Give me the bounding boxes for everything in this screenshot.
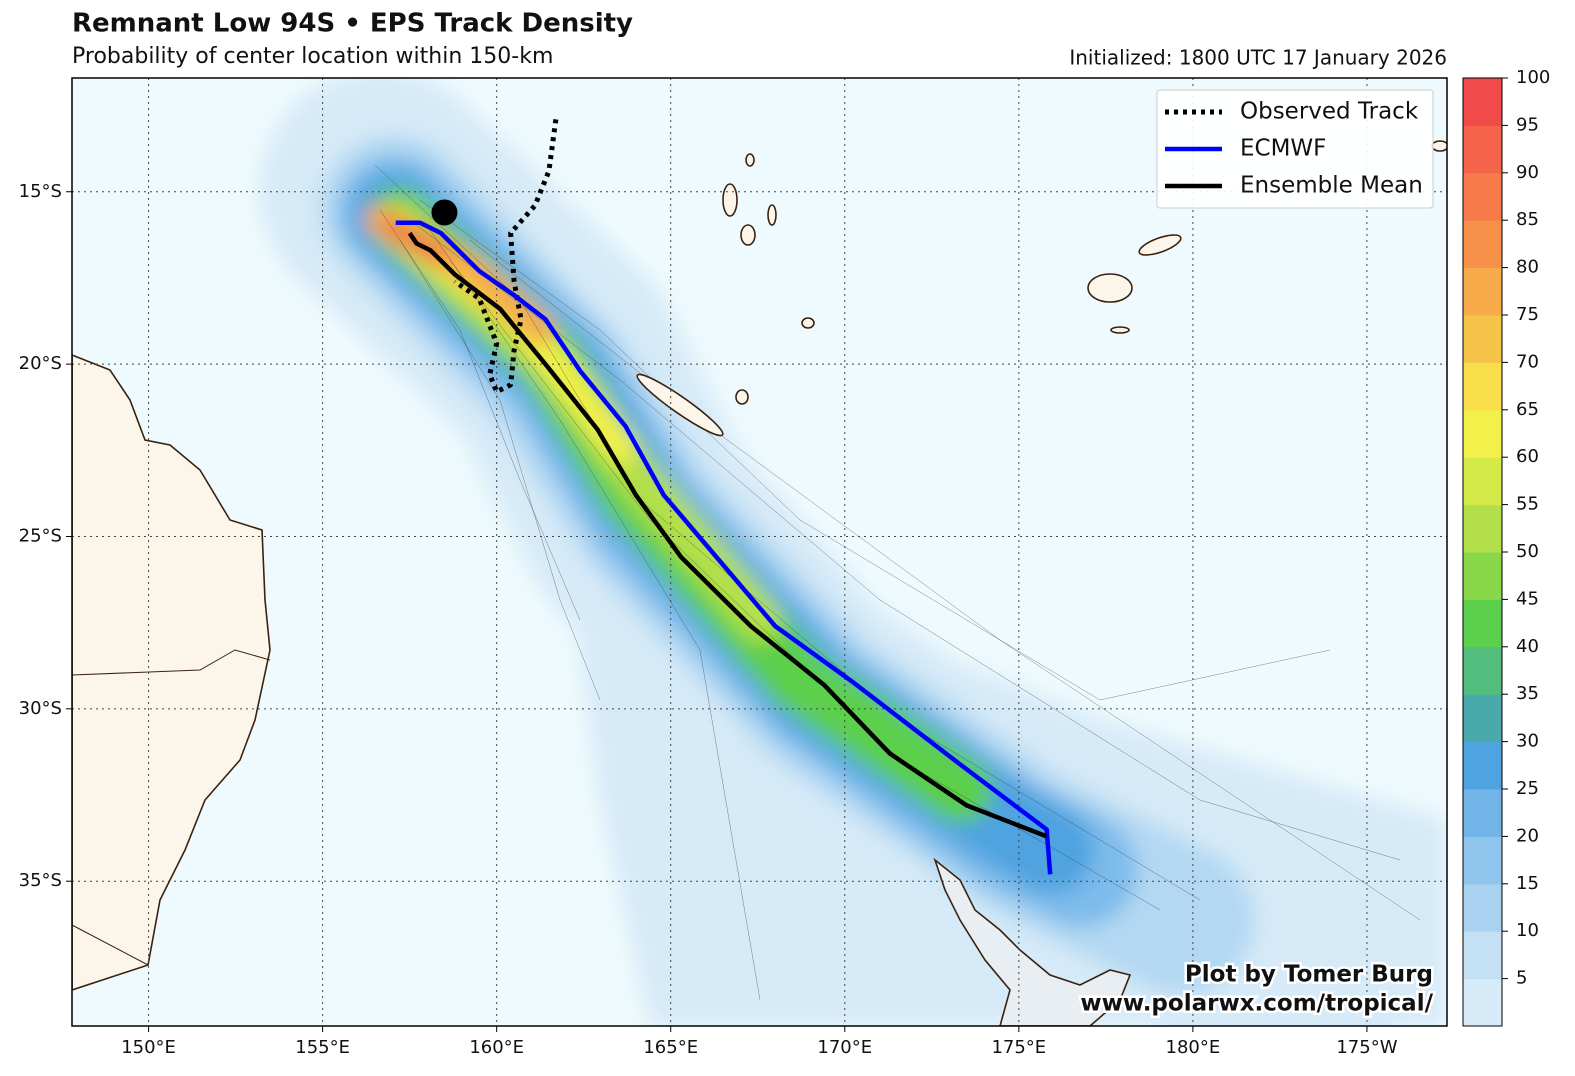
colorbar-band [1463,646,1502,695]
colorbar-tick-label: 10 [1516,920,1539,941]
title: Remnant Low 94S • EPS Track Density [72,9,633,39]
x-tick-label: 160°E [469,1037,524,1058]
colorbar-band [1463,789,1502,837]
colorbar-tick-label: 40 [1516,636,1539,657]
y-tick-label: 20°S [19,353,62,374]
colorbar-tick-label: 95 [1516,114,1539,135]
colorbar-band [1463,694,1502,743]
colorbar-tick-label: 55 [1516,494,1539,515]
colorbar-band [1463,315,1502,363]
y-tick-label: 30°S [19,698,62,719]
colorbar-tick-label: 30 [1516,731,1539,752]
coastlines [72,140,1447,1026]
x-tick-label: 150°E [121,1037,176,1058]
colorbar-band [1463,552,1502,600]
credit-author: Plot by Tomer Burg [1185,962,1433,988]
x-tick-label: 180°E [1166,1037,1221,1058]
colorbar-tick-label: 50 [1516,541,1539,562]
legend-box [1156,89,1434,209]
colorbar-tick-label: 20 [1516,825,1539,846]
map-area: Plot by Tomer Burg www.polarwx.com/tropi… [72,78,1447,1026]
x-tick-label: 155°E [295,1037,350,1058]
colorbar-band [1463,457,1502,506]
colorbar-tick-label: 5 [1516,968,1527,989]
x-tick-label: 175°E [991,1037,1046,1058]
colorbar-band [1463,741,1502,790]
colorbar-tick-label: 85 [1516,209,1539,230]
colorbar-band [1463,172,1502,221]
credits: Plot by Tomer Burg www.polarwx.com/tropi… [1078,959,1436,1019]
y-tick-label: 35°S [19,870,62,891]
colorbar: 5 10 15 20 25 30 35 40 45 50 55 60 65 70 75 80 85 90 95 100 [1462,67,1550,1027]
x-tick-label: 170°E [817,1037,872,1058]
colorbar-tick-label: 35 [1516,683,1539,704]
legend: Observed Track ECMWF Ensemble Mean [1156,89,1434,209]
track-line [407,231,1048,839]
colorbar-tick-label: 90 [1516,162,1539,183]
track-line [395,220,1053,875]
colorbar-tick-label: 80 [1516,257,1539,278]
x-tick-label: 165°E [643,1037,698,1058]
colorbar-band [1463,978,1502,1027]
legend-label: ECMWF [1240,136,1326,162]
colorbar-band [1463,504,1502,553]
colorbar-band [1463,931,1502,980]
colorbar-tick-label: 60 [1516,446,1539,467]
map-frame [71,77,1448,1027]
colorbar-tick-label: 15 [1516,873,1539,894]
colorbar-tick-label: 65 [1516,399,1539,420]
colorbar-band [1463,78,1502,126]
colorbar-tick-label: 45 [1516,588,1539,609]
colorbar-tick-label: 25 [1516,778,1539,799]
y-tick-label: 25°S [19,525,62,546]
y-tick-label: 15°S [19,181,62,202]
x-tick-label: 175°W [1336,1037,1397,1058]
tracks [395,119,1053,875]
colorbar-tick-label: 70 [1516,351,1539,372]
colorbar-band [1463,836,1502,885]
colorbar-band [1463,220,1502,269]
track-line [453,119,559,395]
subtitle: Probability of center location within 15… [72,44,553,69]
gridlines [72,78,1447,1026]
colorbar-tick-label: 75 [1516,304,1539,325]
colorbar-band [1463,409,1502,458]
colorbar-band [1463,362,1502,411]
colorbar-band [1463,599,1502,648]
legend-label: Observed Track [1240,99,1419,125]
legend-label: Ensemble Mean [1240,173,1423,199]
colorbar-band [1463,883,1502,932]
init-time: Initialized: 1800 UTC 17 January 2026 [1069,46,1447,70]
colorbar-band [1463,267,1502,316]
colorbar-tick-label: 100 [1516,67,1550,88]
current-position [431,199,458,226]
colorbar-band [1463,125,1502,174]
credit-url: www.polarwx.com/tropical/ [1080,991,1433,1017]
